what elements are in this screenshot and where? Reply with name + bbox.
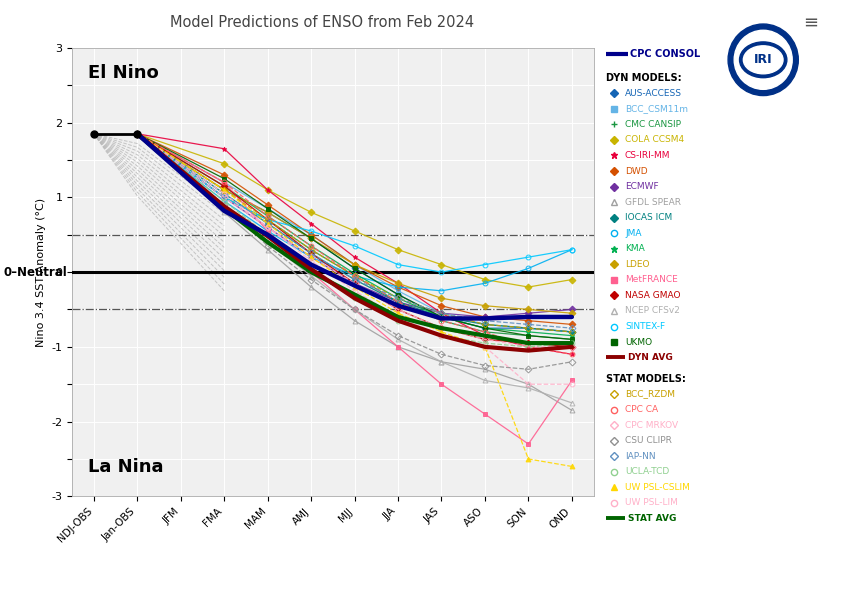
Circle shape [734,30,792,89]
Text: CPC CONSOL: CPC CONSOL [630,49,700,59]
Text: CMC CANSIP: CMC CANSIP [625,120,681,129]
Text: AUS-ACCESS: AUS-ACCESS [625,89,682,98]
Text: DYN MODELS:: DYN MODELS: [606,73,682,83]
Text: UW PSL-LIM: UW PSL-LIM [625,498,678,508]
Text: DWD: DWD [625,166,648,176]
Text: CPC CA: CPC CA [625,405,658,414]
Text: UW PSL-CSLIM: UW PSL-CSLIM [625,483,690,492]
Y-axis label: Nino 3.4 SST Anomaly (°C): Nino 3.4 SST Anomaly (°C) [36,197,46,347]
Text: BCC_CSM11m: BCC_CSM11m [625,104,688,114]
Text: El Nino: El Nino [87,63,159,81]
Text: NASA GMAO: NASA GMAO [625,291,680,300]
Text: LDEO: LDEO [625,260,650,269]
Text: SINTEX-F: SINTEX-F [625,322,665,331]
Text: ≡: ≡ [803,13,818,31]
Text: MetFRANCE: MetFRANCE [625,275,678,285]
Text: IAP-NN: IAP-NN [625,451,656,461]
Circle shape [728,24,798,96]
Text: CPC MRKOV: CPC MRKOV [625,420,678,430]
Text: La Nina: La Nina [87,458,163,476]
Text: COLA CCSM4: COLA CCSM4 [625,135,684,145]
Text: UCLA-TCD: UCLA-TCD [625,467,669,477]
Text: KMA: KMA [625,244,644,254]
Text: 0–Neutral: 0–Neutral [3,266,67,279]
Text: DYN AVG: DYN AVG [628,353,672,362]
Text: JMA: JMA [625,228,641,238]
Text: STAT MODELS:: STAT MODELS: [606,374,686,383]
Text: GFDL SPEAR: GFDL SPEAR [625,197,681,207]
Ellipse shape [744,46,783,74]
Text: UKMO: UKMO [625,337,652,347]
Text: CSU CLIPR: CSU CLIPR [625,436,672,446]
Text: NCEP CFSv2: NCEP CFSv2 [625,306,680,316]
Ellipse shape [739,42,787,78]
Text: Model Predictions of ENSO from Feb 2024: Model Predictions of ENSO from Feb 2024 [170,15,474,30]
Text: BCC_RZDM: BCC_RZDM [625,389,675,399]
Text: IRI: IRI [754,53,773,66]
Text: CS-IRI-MM: CS-IRI-MM [625,151,671,160]
Text: ECMWF: ECMWF [625,182,659,191]
Text: STAT AVG: STAT AVG [628,514,676,523]
Text: IOCAS ICM: IOCAS ICM [625,213,672,222]
